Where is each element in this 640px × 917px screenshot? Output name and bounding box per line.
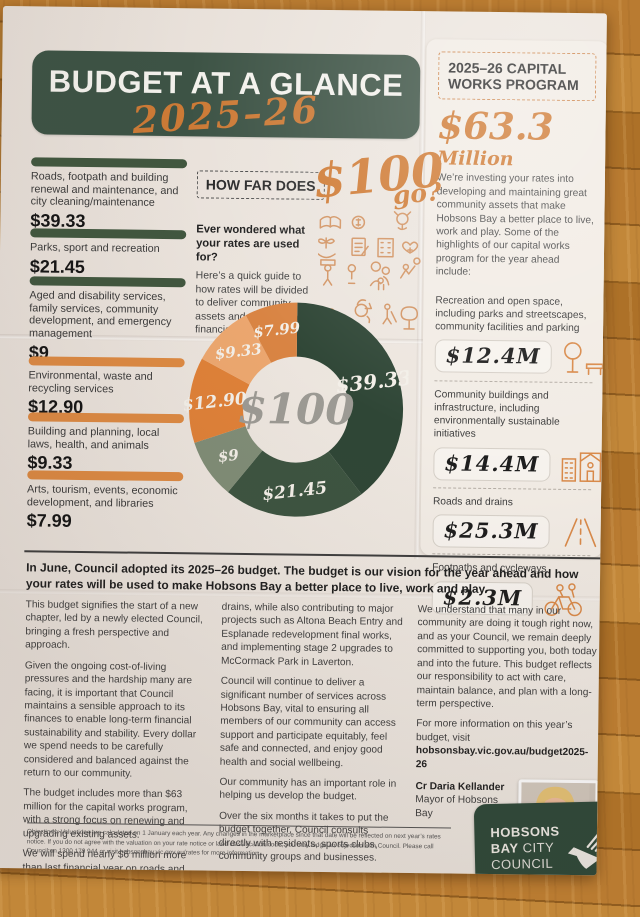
value-pill: $14.4M [433,446,551,482]
donut-segment [189,358,250,443]
council-logo-text: HOBSONS BAY CITY COUNCIL [490,823,560,873]
capital-works-heading: 2025–26 CAPITAL WORKS PROGRAM [437,51,597,102]
paragraph: drains, while also contributing to major… [220,601,403,669]
logo-line-3: COUNCIL [490,855,554,873]
donut-segment [296,302,403,495]
donut-segment [201,315,272,385]
capital-works-amount: $63.3 Million [437,104,596,172]
capital-works-panel: 2025–26 CAPITAL WORKS PROGRAM $63.3 Mill… [420,39,607,624]
rate-item-environment: Environmental, waste and recycling servi… [28,356,185,419]
logo-line-2-bold: BAY [490,840,519,856]
header-banner: BUDGET AT A GLANCE 2025–26 [31,50,421,143]
logo-line-1: HOBSONS [490,823,560,840]
how-far-question: Ever wondered what your rates are used f… [195,223,306,264]
rate-item-arts: Arts, tourism, events, economic developm… [27,470,184,533]
rate-label: Roads, footpath and building renewal and… [30,170,179,210]
paragraph: Our community has an important role in h… [219,776,397,803]
category-bar [29,276,186,288]
cycling-icon [541,581,587,618]
budget-website-url: hobsonsbay.vic.gov.au/budget2025-26 [415,745,589,770]
capital-works-item-recreation: Recreation and open space, including par… [434,287,604,382]
how-far-go: go? [391,176,443,211]
paragraph: We understand that many in our community… [416,604,597,711]
donut-center-label: $100 [237,384,354,434]
paragraph: This budget signifies the start of a new… [25,599,203,652]
donut-segment [245,302,298,363]
council-logo: HOBSONS BAY CITY COUNCIL [473,801,607,876]
objections-fine-print: Objections: Valuations are calculated on… [26,822,451,862]
rate-label: Parks, sport and recreation [29,241,160,255]
category-bar [30,228,187,240]
how-far-section: HOW FAR DOES $100 go? Ever wondered what… [195,143,446,342]
mayor-name: Cr Daria Kellander [415,781,505,794]
donut-segment [227,450,362,517]
rate-label: Arts, tourism, events, economic developm… [26,483,178,510]
rate-label: Building and planning, local laws, healt… [27,425,160,452]
paragraph: Council will continue to deliver a signi… [219,675,396,769]
article-intro: In June, Council adopted its 2025–26 bud… [25,560,579,597]
category-bar [28,356,185,368]
category-bar [31,157,188,169]
paragraph: Given the ongoing cost-of-living pressur… [23,660,197,780]
council-bird-icon [567,816,607,876]
capital-works-intro: We’re investing your rates into developi… [435,172,594,279]
item-value: $25.3M [443,517,539,544]
rate-label: Aged and disability services, family ser… [28,289,172,340]
item-value: $14.4M [444,450,540,477]
rates-donut-chart: $39.33 $21.45 $9 $12.90 $9.33 $7.99 $100 [181,296,413,523]
category-bar [27,412,185,424]
item-label: Roads and drains [432,496,513,509]
rate-item-building-planning: Building and planning, local laws, healt… [27,412,185,475]
more-info-paragraph: For more information on this year’s budg… [416,717,600,773]
capital-works-item-roads: Roads and drains $25.3M [432,487,597,556]
capital-works-item-footpaths: Footpaths and cycleways $2.3M [431,553,591,624]
rate-item-parks: Parks, sport and recreation $21.45 [30,228,187,279]
category-bar [27,470,184,482]
donut-segment-label: $9.33 [214,340,263,363]
rate-value: $7.99 [26,510,72,532]
item-label: Recreation and open space, including par… [435,295,587,334]
capital-works-amount-unit: Million [437,147,514,171]
donut-segment-label: $9 [217,446,240,466]
rate-item-roads: Roads, footpath and building renewal and… [30,157,188,233]
buildings-icon [558,447,604,484]
donut-segment [194,426,263,493]
donut-chart-svg: $39.33$21.45$9$12.90$9.33$7.99$100 [181,302,413,517]
item-label: Community buildings and infrastructure, … [433,389,560,440]
logo-line-2-light: CITY [522,839,555,856]
rate-value: $21.45 [29,255,86,277]
value-pill: $12.4M [434,339,552,375]
capital-works-item-buildings: Community buildings and infrastructure, … [433,380,602,490]
header-year: 2025–26 [131,87,321,143]
rates-breakdown-list: Roads, footpath and building renewal and… [27,152,188,531]
donut-segment-label: $7.99 [252,318,301,341]
more-info-prefix: For more information on this year’s budg… [416,718,573,744]
park-icon [560,340,606,377]
how-far-heading: HOW FAR DOES [196,170,325,200]
value-pill: $25.3M [432,513,550,549]
rate-item-aged-disability: Aged and disability services, family ser… [29,276,186,364]
road-icon [557,515,603,550]
community-doodle-icons [317,210,423,342]
capital-works-amount-value: $63.3 [437,103,554,149]
rate-label: Environmental, waste and recycling servi… [28,369,153,396]
flyer-page: BUDGET AT A GLANCE 2025–26 2025–26 CAPIT… [0,6,607,876]
item-value: $12.4M [445,342,541,370]
